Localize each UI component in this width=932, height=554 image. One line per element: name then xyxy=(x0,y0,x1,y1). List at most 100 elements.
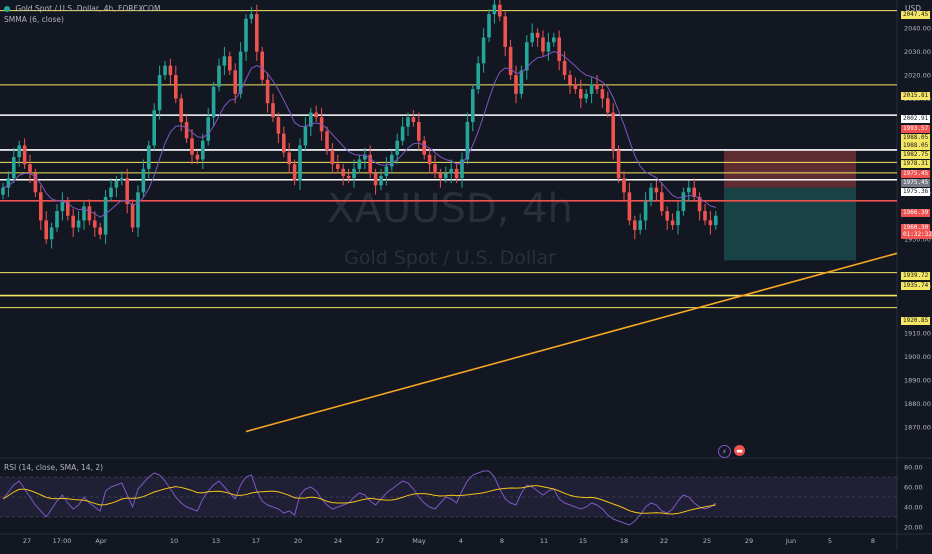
candle-body xyxy=(546,42,551,52)
candle-body xyxy=(498,4,502,17)
time-tick-label: 29 xyxy=(745,537,753,545)
candle-body xyxy=(579,89,583,99)
candle-body xyxy=(390,154,394,167)
candle-body xyxy=(476,63,480,90)
candle-body xyxy=(82,206,86,221)
candle-body xyxy=(249,14,254,19)
rsi-label: RSI (14, close, SMA, 14, 2) xyxy=(4,463,104,472)
candle-body xyxy=(130,204,135,228)
candle-body xyxy=(39,192,43,221)
candle-body xyxy=(276,117,281,134)
candle-body xyxy=(87,206,92,221)
candle-body xyxy=(460,159,464,179)
price-tag: 1978.31 xyxy=(901,160,931,168)
calendar-event-icon[interactable]: ▬ xyxy=(734,445,745,456)
candle-body xyxy=(93,220,97,228)
candle-body xyxy=(114,180,119,188)
time-tick-label: 18 xyxy=(620,537,628,545)
symbol-legend[interactable]: Gold Spot / U.S. Dollar, 4h, FOREXCOM xyxy=(4,4,160,13)
price-tick-label: 2030.00 xyxy=(904,48,931,56)
candle-body xyxy=(136,192,140,228)
candle-body xyxy=(670,220,675,226)
stop-loss-zone xyxy=(724,150,856,188)
watermark-ticker: XAUUSD, 4h xyxy=(327,186,573,232)
candle-body xyxy=(665,211,669,221)
candle-body xyxy=(589,84,594,94)
candle-body xyxy=(444,173,448,179)
candle-body xyxy=(535,32,540,38)
candle-body xyxy=(287,152,291,165)
candle-body xyxy=(584,93,588,99)
candle-body xyxy=(638,220,642,230)
candle-body xyxy=(530,32,534,43)
candle-body xyxy=(438,173,443,179)
price-tag: 01:32:32 xyxy=(901,231,932,239)
candle-body xyxy=(471,89,475,122)
candle-body xyxy=(427,154,432,165)
candle-body xyxy=(379,175,383,186)
price-tag: 1993.57 xyxy=(901,125,931,133)
candle-body xyxy=(508,46,513,76)
candle-body xyxy=(400,126,405,141)
candle-body xyxy=(206,117,210,141)
candle-body xyxy=(271,103,275,118)
candle-body xyxy=(352,168,356,179)
candle-body xyxy=(325,131,329,151)
candle-body xyxy=(109,187,113,198)
candle-body xyxy=(368,154,372,174)
candle-body xyxy=(255,14,259,52)
candle-body xyxy=(201,140,205,160)
candle-body xyxy=(454,168,459,179)
candle-body xyxy=(98,227,102,235)
candle-body xyxy=(562,60,567,76)
candle-body xyxy=(17,145,21,158)
rsi-legend[interactable]: RSI (14, close, SMA, 14, 2) xyxy=(4,463,103,472)
candle-body xyxy=(649,187,653,202)
candle-body xyxy=(1,187,5,195)
price-tag: 1935.74 xyxy=(901,282,931,290)
price-tag: 1960.30 xyxy=(901,224,931,232)
candle-body xyxy=(492,4,497,15)
lightning-icon[interactable]: ⚡ xyxy=(718,445,731,458)
candle-body xyxy=(616,150,621,179)
time-tick-label: 22 xyxy=(660,537,668,545)
candle-body xyxy=(449,168,453,174)
candle-body xyxy=(190,138,194,155)
candle-body xyxy=(697,197,702,212)
candle-body xyxy=(217,65,221,87)
candle-body xyxy=(503,16,507,47)
time-tick-label: 24 xyxy=(334,537,342,545)
price-tag: 1975.36 xyxy=(901,188,931,196)
candle-body xyxy=(292,164,297,181)
indicator-legend[interactable]: SMMA (6, close) xyxy=(4,15,64,24)
candle-body xyxy=(222,56,227,66)
candle-body xyxy=(433,164,437,174)
candle-body xyxy=(141,168,146,193)
candle-body xyxy=(152,110,156,146)
candle-body xyxy=(103,197,108,235)
candle-body xyxy=(395,140,399,155)
candle-body xyxy=(60,201,65,212)
candle-body xyxy=(714,215,718,226)
price-tick-label: 2020.00 xyxy=(904,72,931,80)
watermark-name: Gold Spot / U.S. Dollar xyxy=(344,247,556,269)
candle-body xyxy=(654,187,659,193)
candle-body xyxy=(147,145,151,169)
candle-body xyxy=(708,220,713,226)
candle-body xyxy=(22,145,27,165)
rsi-tick-label: 40.00 xyxy=(904,504,923,512)
price-tag: 1920.85 xyxy=(901,317,931,325)
candle-body xyxy=(411,117,416,122)
candle-body xyxy=(314,112,318,118)
price-tick-label: 1890.00 xyxy=(904,376,931,384)
time-tick-label: May xyxy=(412,537,426,545)
candle-body xyxy=(157,75,162,111)
candle-body xyxy=(76,220,81,228)
candle-body xyxy=(244,18,248,52)
currency-label: USD xyxy=(905,4,922,13)
price-tag: 1975.45 xyxy=(901,179,931,187)
candle-body xyxy=(660,192,664,212)
